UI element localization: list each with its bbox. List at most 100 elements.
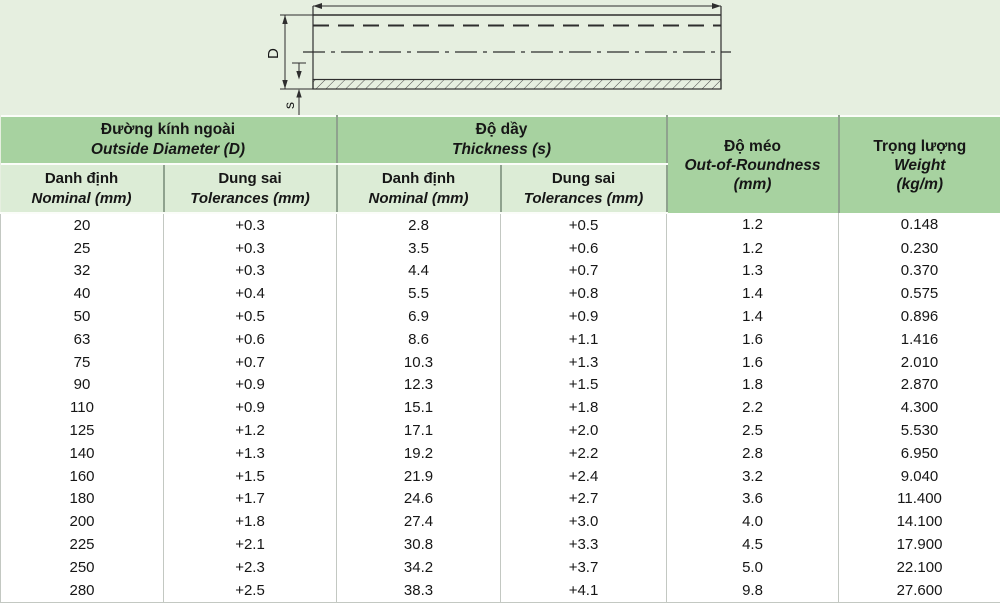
- table-cell: +0.9: [501, 305, 667, 328]
- table-cell: +0.8: [501, 282, 667, 305]
- table-cell: 2.8: [337, 213, 501, 237]
- table-cell: 63: [1, 328, 164, 351]
- thickness-dim-label: s: [281, 102, 297, 109]
- table-cell: 180: [1, 488, 164, 511]
- group-out-of-roundness: Độ méo Out-of-Roundness (mm): [667, 116, 839, 213]
- table-cell: 20: [1, 213, 164, 237]
- table-cell: +0.5: [164, 305, 337, 328]
- diameter-dim-label: D: [266, 48, 282, 59]
- subheader-en: Tolerances (mm): [502, 189, 666, 209]
- table-cell: +0.9: [164, 396, 337, 419]
- table-cell: 5.5: [337, 282, 501, 305]
- table-cell: +0.7: [501, 260, 667, 283]
- table-cell: 14.100: [839, 510, 1000, 533]
- table-cell: 110: [1, 396, 164, 419]
- table-cell: 1.4: [667, 305, 839, 328]
- table-cell: +0.4: [164, 282, 337, 305]
- group-unit: (mm): [668, 175, 838, 194]
- table-cell: 0.896: [839, 305, 1000, 328]
- table-cell: 125: [1, 419, 164, 442]
- pipe-spec-table: Đường kính ngoài Outside Diameter (D) Độ…: [0, 115, 1000, 603]
- table-cell: +1.2: [164, 419, 337, 442]
- group-unit: (kg/m): [840, 175, 1000, 194]
- subheader-en: Tolerances (mm): [165, 189, 336, 209]
- table-cell: 200: [1, 510, 164, 533]
- table-cell: 160: [1, 465, 164, 488]
- group-title-vi: Độ méo: [668, 137, 838, 156]
- table-cell: 0.575: [839, 282, 1000, 305]
- table-cell: 90: [1, 374, 164, 397]
- table-cell: +0.9: [164, 374, 337, 397]
- table-cell: +0.3: [164, 213, 337, 237]
- subheader-en: Nominal (mm): [338, 189, 500, 209]
- table-cell: 1.416: [839, 328, 1000, 351]
- pipe-diagram: D s: [266, 0, 748, 115]
- table-cell: 15.1: [337, 396, 501, 419]
- table-cell: 5.530: [839, 419, 1000, 442]
- table-cell: +3.0: [501, 510, 667, 533]
- table-cell: 17.900: [839, 533, 1000, 556]
- table-cell: +1.3: [501, 351, 667, 374]
- table-cell: 27.4: [337, 510, 501, 533]
- table-cell: +0.5: [501, 213, 667, 237]
- table-cell: 2.2: [667, 396, 839, 419]
- table-cell: 12.3: [337, 374, 501, 397]
- group-title-en: Out-of-Roundness: [668, 156, 838, 175]
- table-cell: 250: [1, 556, 164, 579]
- subheader-vi: Dung sai: [502, 169, 666, 189]
- table-cell: 0.370: [839, 260, 1000, 283]
- group-outside-diameter: Đường kính ngoài Outside Diameter (D): [1, 116, 337, 164]
- table-cell: +2.1: [164, 533, 337, 556]
- table-cell: +1.5: [501, 374, 667, 397]
- table-cell: 1.2: [667, 213, 839, 237]
- table-cell: 225: [1, 533, 164, 556]
- table-cell: 17.1: [337, 419, 501, 442]
- table-cell: 34.2: [337, 556, 501, 579]
- subheader-od-tolerances: Dung sai Tolerances (mm): [164, 164, 337, 213]
- table-cell: 32: [1, 260, 164, 283]
- group-title-vi: Trọng lượng: [840, 137, 1000, 156]
- table-cell: 22.100: [839, 556, 1000, 579]
- group-title-vi: Đường kính ngoài: [1, 120, 336, 140]
- table-cell: 280: [1, 579, 164, 602]
- table-cell: 4.300: [839, 396, 1000, 419]
- table-cell: 5.0: [667, 556, 839, 579]
- table-header: Đường kính ngoài Outside Diameter (D) Độ…: [1, 116, 1000, 213]
- table-cell: +1.5: [164, 465, 337, 488]
- table-cell: +2.7: [501, 488, 667, 511]
- table-cell: +4.1: [501, 579, 667, 602]
- table-cell: 4.0: [667, 510, 839, 533]
- table-cell: 0.148: [839, 213, 1000, 237]
- table-cell: 24.6: [337, 488, 501, 511]
- group-title-en: Thickness (s): [338, 140, 666, 160]
- table-cell: 3.2: [667, 465, 839, 488]
- table-cell: 140: [1, 442, 164, 465]
- table-cell: 27.600: [839, 579, 1000, 602]
- table-cell: +2.2: [501, 442, 667, 465]
- table-cell: +2.0: [501, 419, 667, 442]
- table-cell: +0.3: [164, 260, 337, 283]
- table-cell: 2.870: [839, 374, 1000, 397]
- table-cell: +2.5: [164, 579, 337, 602]
- table-cell: 0.230: [839, 237, 1000, 260]
- table-cell: +1.8: [164, 510, 337, 533]
- table-cell: 1.3: [667, 260, 839, 283]
- table-cell: 8.6: [337, 328, 501, 351]
- table-cell: +1.7: [164, 488, 337, 511]
- table-cell: 1.8: [667, 374, 839, 397]
- table-cell: 1.2: [667, 237, 839, 260]
- table-cell: +1.3: [164, 442, 337, 465]
